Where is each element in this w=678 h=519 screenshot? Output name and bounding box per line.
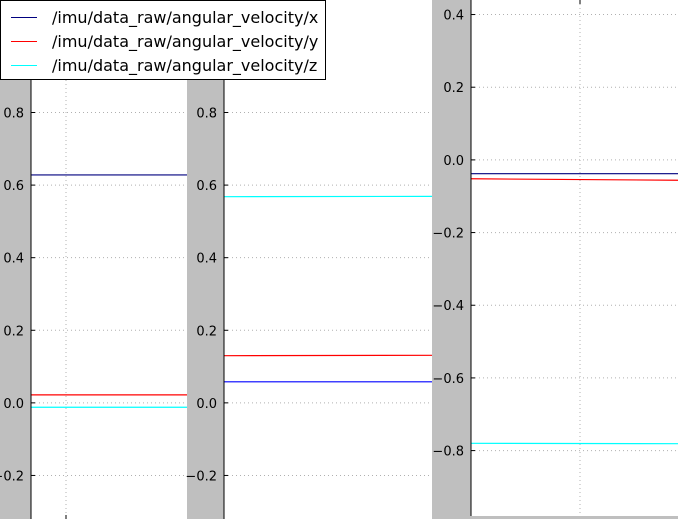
y-tick-label-1-3: 0.4	[3, 252, 24, 267]
y-tick-label-3-1: −0.6	[432, 372, 464, 387]
y-tick-label-3-6: 0.4	[443, 9, 464, 24]
plot-area-1	[31, 0, 187, 519]
y-tick-label-2-1: 0.0	[196, 397, 217, 412]
legend-swatch-x	[11, 16, 37, 18]
y-tick-label-2-4: 0.6	[196, 179, 217, 194]
series-line-3-y	[470, 178, 678, 181]
y-tick-label-1-4: 0.6	[3, 179, 24, 194]
y-tick-label-3-4: 0.0	[443, 154, 464, 169]
legend-swatch-z	[11, 64, 37, 66]
y-tick-label-3-3: −0.2	[432, 227, 464, 242]
legend-label-x: /imu/data_raw/angular_velocity/x	[52, 7, 319, 27]
y-tick-label-3-0: −0.8	[432, 445, 464, 460]
y-tick-label-2-0: −0.2	[185, 469, 217, 484]
plot-area-2	[224, 0, 432, 519]
y-tick-label-2-3: 0.4	[196, 252, 217, 267]
legend-swatch-y	[11, 40, 37, 42]
y-tick-label-1-1: 0.0	[3, 397, 24, 412]
legend-item-y: /imu/data_raw/angular_velocity/y	[1, 29, 325, 53]
legend-label-z: /imu/data_raw/angular_velocity/z	[52, 55, 318, 75]
plot-area-3	[471, 0, 678, 516]
legend-label-y: /imu/data_raw/angular_velocity/y	[52, 31, 319, 51]
y-tick-label-1-0: −0.2	[0, 469, 24, 484]
y-tick-label-2-2: 0.2	[196, 324, 217, 339]
y-tick-label-1-5: 0.8	[3, 107, 24, 122]
y-tick-label-2-5: 0.8	[196, 107, 217, 122]
y-tick-label-3-5: 0.2	[443, 81, 464, 96]
y-tick-label-3-2: −0.4	[432, 299, 464, 314]
legend: /imu/data_raw/angular_velocity/x /imu/da…	[0, 0, 326, 80]
legend-item-x: /imu/data_raw/angular_velocity/x	[1, 5, 325, 29]
legend-item-z: /imu/data_raw/angular_velocity/z	[1, 53, 325, 77]
y-tick-label-1-2: 0.2	[3, 324, 24, 339]
